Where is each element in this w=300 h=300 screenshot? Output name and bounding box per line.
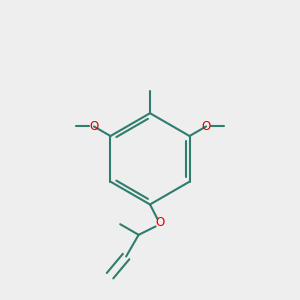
Text: O: O <box>89 120 98 133</box>
Text: O: O <box>156 216 165 229</box>
Text: O: O <box>202 120 211 133</box>
